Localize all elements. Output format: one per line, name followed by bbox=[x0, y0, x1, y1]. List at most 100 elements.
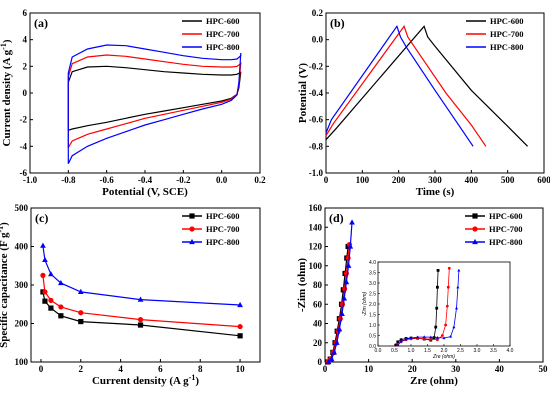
legend-label: HPC-800 bbox=[490, 42, 524, 52]
x-axis-label: Current density (A g-1) bbox=[92, 373, 199, 387]
inset-data-point-hpc-700 bbox=[444, 323, 448, 327]
inset-x-tick-label: 0.5 bbox=[391, 348, 398, 354]
inset-y-tick-label: 3.5 bbox=[369, 270, 376, 276]
data-point-hpc-800 bbox=[77, 288, 84, 295]
y-tick-label: 500 bbox=[15, 203, 29, 213]
legend-label: HPC-700 bbox=[489, 224, 523, 234]
inset-y-tick-label: 0.5 bbox=[369, 333, 376, 339]
legend-label: HPC-600 bbox=[206, 211, 240, 221]
data-point-hpc-800 bbox=[331, 349, 338, 355]
data-point-hpc-800 bbox=[40, 242, 46, 248]
x-tick-label: 8 bbox=[198, 364, 203, 374]
data-point-hpc-800 bbox=[347, 243, 354, 249]
y-tick-label: 120 bbox=[309, 242, 323, 252]
legend-marker bbox=[189, 226, 195, 232]
legend-marker bbox=[472, 226, 478, 232]
data-point-hpc-600 bbox=[237, 333, 243, 339]
y-tick-label: -0.2 bbox=[309, 61, 324, 71]
data-point-hpc-800 bbox=[237, 301, 243, 308]
inset-data-point-hpc-800 bbox=[435, 335, 439, 339]
legend-label: HPC-700 bbox=[206, 224, 240, 234]
data-point-hpc-800 bbox=[325, 358, 332, 365]
y-tick-label: 300 bbox=[15, 280, 29, 290]
y-tick-label: 140 bbox=[309, 222, 323, 232]
inset-x-tick-label: 4.0 bbox=[507, 348, 514, 354]
data-point-hpc-800 bbox=[341, 295, 348, 301]
inset-y-tick-label: 4.0 bbox=[369, 260, 376, 266]
x-tick-label: 0 bbox=[39, 364, 44, 374]
x-tick-label: 20 bbox=[408, 364, 418, 374]
series-line-hpc-600 bbox=[67, 65, 242, 131]
inset-data-point-hpc-600 bbox=[434, 325, 438, 329]
data-point-hpc-600 bbox=[48, 305, 54, 311]
y-tick-label: 0.2 bbox=[312, 8, 324, 18]
inset-data-point-hpc-800 bbox=[452, 325, 456, 329]
inset-series-line-hpc-800 bbox=[397, 270, 460, 346]
y-tick-label: 2 bbox=[23, 61, 28, 71]
y-tick-label: 0 bbox=[318, 357, 323, 367]
series-line-hpc-800 bbox=[325, 24, 474, 147]
inset-data-point-hpc-600 bbox=[436, 285, 439, 289]
y-tick-label: 400 bbox=[15, 242, 29, 252]
x-tick-label: 300 bbox=[428, 175, 442, 185]
x-tick-label: 500 bbox=[501, 175, 515, 185]
inset-y-tick-label: 1.5 bbox=[369, 312, 376, 318]
x-tick-label: 200 bbox=[392, 175, 406, 185]
series-line-hpc-800 bbox=[67, 44, 242, 164]
x-tick-label: 600 bbox=[537, 175, 550, 185]
inset-data-point-hpc-800 bbox=[442, 336, 446, 340]
x-tick-label: 50 bbox=[539, 364, 549, 374]
inset-y-tick-label: 0.0 bbox=[369, 344, 376, 350]
series-line-hpc-800 bbox=[42, 245, 241, 306]
legend: HPC-600 HPC-700 HPC-800 bbox=[465, 211, 523, 247]
legend: HPC-600 HPC-700 HPC-800 bbox=[182, 16, 240, 52]
y-tick-label: 4 bbox=[23, 35, 28, 45]
x-tick-label: 0.0 bbox=[216, 175, 228, 185]
y-tick-label: -0.4 bbox=[309, 88, 324, 98]
y-tick-label: -4 bbox=[20, 141, 28, 151]
data-point-hpc-600 bbox=[58, 313, 64, 319]
inset-data-point-hpc-800 bbox=[422, 335, 426, 339]
inset-data-point-hpc-800 bbox=[396, 343, 400, 347]
y-tick-label: -1.0 bbox=[309, 168, 324, 178]
x-tick-label: 0.2 bbox=[254, 175, 266, 185]
x-tick-label: 6 bbox=[158, 364, 163, 374]
x-axis-label: Time (s) bbox=[416, 186, 455, 198]
inset-data-point-hpc-600 bbox=[399, 338, 403, 342]
x-tick-label: -1.0 bbox=[23, 175, 38, 185]
x-tick-label: -0.6 bbox=[100, 175, 115, 185]
data-point-hpc-800 bbox=[349, 219, 355, 225]
inset-data-point-hpc-800 bbox=[429, 335, 433, 339]
legend-label: HPC-800 bbox=[206, 42, 240, 52]
inset-x-axis-label: Zre (ohm) bbox=[432, 354, 455, 360]
inset-x-tick-label: 3.0 bbox=[474, 348, 481, 354]
data-point-hpc-600 bbox=[42, 298, 48, 304]
panel-2: 0 100 200 300 400 500 600 -1.0 -0.8 -0.6 -0.4 -0.2 0… bbox=[297, 8, 550, 198]
inset-x-tick-label: 3.5 bbox=[490, 348, 497, 354]
panel-label: (c) bbox=[35, 211, 48, 225]
legend-marker bbox=[472, 238, 478, 245]
y-axis-label: Potential (V) bbox=[297, 63, 309, 124]
panel-4: 0 10 20 30 40 50 0 20 40 60 80 100 120 140 160 Zre (ohm… bbox=[296, 203, 548, 387]
legend-label: HPC-700 bbox=[206, 29, 240, 39]
data-point-hpc-600 bbox=[78, 318, 84, 325]
data-point-hpc-700 bbox=[339, 301, 346, 307]
inset-data-point-hpc-800 bbox=[399, 339, 403, 343]
y-tick-label: 6 bbox=[23, 8, 28, 18]
series-line-hpc-600 bbox=[325, 25, 529, 147]
data-point-hpc-700 bbox=[58, 304, 64, 310]
data-point-hpc-700 bbox=[48, 297, 54, 303]
y-tick-label: -6 bbox=[20, 168, 28, 178]
data-point-hpc-800 bbox=[345, 262, 352, 268]
inset-data-point-hpc-800 bbox=[416, 335, 420, 339]
panel-label: (d) bbox=[329, 211, 344, 225]
data-point-hpc-800 bbox=[336, 326, 343, 332]
inset-x-tick-label: 0.0 bbox=[375, 348, 382, 354]
panel-label: (b) bbox=[330, 16, 345, 30]
panel-3: 0 2 4 6 8 10 100 200 300 400 500 Current density (A… bbox=[0, 203, 261, 387]
x-axis-label: Zre (ohm) bbox=[410, 375, 458, 387]
inset-x-tick-label: 2.5 bbox=[457, 348, 464, 354]
x-tick-label: 40 bbox=[495, 364, 505, 374]
x-tick-label: 30 bbox=[451, 364, 461, 374]
x-tick-label: 4 bbox=[118, 364, 123, 374]
